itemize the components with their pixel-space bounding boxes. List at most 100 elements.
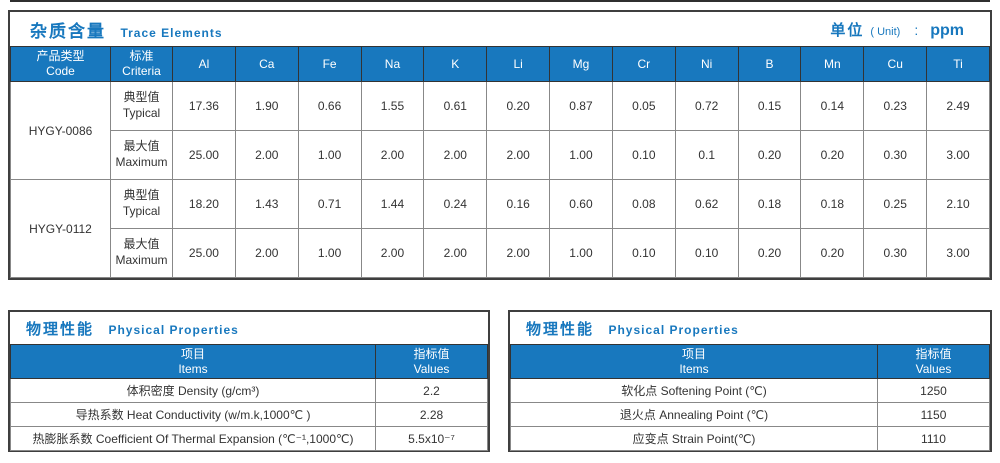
criteria-cell: 最大值 Maximum xyxy=(110,130,173,180)
unit-en: ( Unit) xyxy=(870,25,901,38)
physical-item-cell: 热膨胀系数 Coefficient Of Thermal Expansion (… xyxy=(10,426,376,451)
physical-panel-left: 物理性能 Physical Properties 项目 Items 指标值 Va… xyxy=(8,310,490,452)
trace-value-cell: 0.20 xyxy=(486,81,551,131)
physical-left-title: 物理性能 Physical Properties xyxy=(26,318,239,339)
items-col-en: Items xyxy=(679,361,709,376)
trace-value-cell: 0.16 xyxy=(486,179,551,229)
trace-title: 杂质含量 Trace Elements xyxy=(30,17,223,42)
items-col-header: 项目 Items xyxy=(510,344,878,379)
trace-value-cell: 0.14 xyxy=(800,81,865,131)
items-col-zh: 项目 xyxy=(180,346,205,361)
physical-right-title-en: Physical Properties xyxy=(608,322,739,337)
trace-value-cell: 0.66 xyxy=(297,81,362,131)
criteria-type-en: Typical xyxy=(122,106,161,120)
trace-row: 最大值 Maximum 25.00 2.00 1.00 2.00 2.00 2.00 1.00 0… xyxy=(11,228,990,278)
physical-right-title-bar: 物理性能 Physical Properties xyxy=(510,312,990,344)
physical-value-cell: 2.28 xyxy=(375,402,488,427)
physical-value-cell: 5.5x10⁻⁷ xyxy=(375,426,488,451)
trace-value-cell: 0.23 xyxy=(863,81,928,131)
trace-elements-panel: 杂质含量 Trace Elements 单位 ( Unit) : ppm 产品类… xyxy=(8,10,992,280)
trace-value-cell: 0.20 xyxy=(737,130,802,180)
unit-zh: 单位 xyxy=(830,21,865,39)
physical-row: 导热系数 Heat Conductivity (w/m.k,1000℃ ) 2.2… xyxy=(10,402,488,427)
trace-value-cell: 2.00 xyxy=(360,228,425,278)
physical-value-cell: 1110 xyxy=(877,426,990,451)
physical-row: 热膨胀系数 Coefficient Of Thermal Expansion (… xyxy=(10,426,488,451)
trace-title-zh: 杂质含量 xyxy=(30,21,106,41)
physical-item-cell: 退火点 Annealing Point (℃) xyxy=(510,402,878,427)
trace-value-cell: 0.62 xyxy=(674,179,739,229)
trace-body: HYGY-0086 典型值 Typical 17.36 1.90 0.66 1.55 0.61… xyxy=(10,81,990,278)
trace-value-cell: 0.61 xyxy=(423,81,488,131)
trace-value-cell: 1.43 xyxy=(234,179,299,229)
physical-left-header-row: 项目 Items 指标值 Values xyxy=(10,344,488,379)
values-col-en: Values xyxy=(915,361,952,376)
trace-value-cell: 0.24 xyxy=(423,179,488,229)
unit-label: 单位 ( Unit) : ppm xyxy=(830,19,964,40)
product-code-cell: HYGY-0112 xyxy=(10,179,111,278)
element-col-header: K xyxy=(423,46,488,82)
trace-value-cell: 0.87 xyxy=(549,81,613,131)
trace-value-cell: 0.10 xyxy=(674,228,739,278)
physical-value-cell: 1250 xyxy=(877,378,990,403)
trace-value-cell: 0.08 xyxy=(611,179,676,229)
unit-colon: : xyxy=(914,21,919,38)
trace-title-en: Trace Elements xyxy=(120,25,223,40)
physical-value-cell: 1150 xyxy=(877,402,990,427)
trace-value-cell: 0.20 xyxy=(800,228,865,278)
trace-value-cell: 0.71 xyxy=(297,179,362,229)
element-col-header: Fe xyxy=(297,46,362,82)
values-col-header: 指标值 Values xyxy=(375,344,488,379)
trace-value-cell: 0.30 xyxy=(863,130,928,180)
trace-value-cell: 0.18 xyxy=(800,179,865,229)
trace-value-cell: 0.10 xyxy=(611,130,676,180)
criteria-type-en: Maximum xyxy=(115,155,168,169)
element-col-header: Al xyxy=(172,46,236,82)
product-code-cell: HYGY-0086 xyxy=(10,81,111,180)
element-col-header: Li xyxy=(486,46,551,82)
element-col-header: Cu xyxy=(863,46,928,82)
product-col-zh: 产品类型 xyxy=(36,49,85,63)
physical-row: 退火点 Annealing Point (℃) 1150 xyxy=(510,402,990,427)
trace-value-cell: 0.25 xyxy=(863,179,928,229)
trace-row: HYGY-0112 典型值 Typical 18.20 1.43 0.71 1.44 0.24… xyxy=(10,179,990,278)
physical-right-table: 项目 Items 指标值 Values 软化点 Softening Point … xyxy=(510,344,990,451)
trace-value-cell: 2.00 xyxy=(234,130,299,180)
trace-title-bar: 杂质含量 Trace Elements 单位 ( Unit) : ppm xyxy=(10,12,990,46)
values-col-header: 指标值 Values xyxy=(877,344,990,379)
values-col-zh: 指标值 xyxy=(413,346,450,361)
physical-right-body: 软化点 Softening Point (℃) 1250 退火点 Annealing… xyxy=(510,378,990,451)
element-col-header: Na xyxy=(360,46,425,82)
element-col-header: Mg xyxy=(549,46,613,82)
trace-row: 最大值 Maximum 25.00 2.00 1.00 2.00 2.00 2.00 1.00 0… xyxy=(11,130,990,180)
product-col-header: 产品类型 Code xyxy=(10,46,111,82)
element-col-header: B xyxy=(737,46,802,82)
trace-value-cell: 0.30 xyxy=(863,228,928,278)
trace-value-cell: 1.90 xyxy=(234,81,299,131)
physical-row: 软化点 Softening Point (℃) 1250 xyxy=(510,378,990,403)
physical-row: 应变点 Strain Point(℃) 1110 xyxy=(510,426,990,451)
trace-value-cell: 0.20 xyxy=(800,130,865,180)
trace-value-cell: 0.10 xyxy=(611,228,676,278)
trace-value-cell: 2.00 xyxy=(486,130,551,180)
physical-left-title-bar: 物理性能 Physical Properties xyxy=(10,312,488,344)
trace-row: HYGY-0086 典型值 Typical 17.36 1.90 0.66 1.55 0.61… xyxy=(10,81,990,180)
top-divider-line xyxy=(10,0,990,2)
trace-value-cell: 1.55 xyxy=(360,81,425,131)
physical-item-cell: 软化点 Softening Point (℃) xyxy=(510,378,878,403)
trace-value-cell: 3.00 xyxy=(926,228,990,278)
trace-table: 产品类型 Code 标准 Criteria Al Ca Fe Na K Li Mg Cr Ni B… xyxy=(10,46,990,278)
trace-value-cell: 2.00 xyxy=(486,228,551,278)
trace-value-cell: 2.00 xyxy=(423,228,488,278)
criteria-cell: 典型值 Typical xyxy=(110,81,173,131)
physical-item-cell: 应变点 Strain Point(℃) xyxy=(510,426,878,451)
element-col-header: Mn xyxy=(800,46,865,82)
trace-value-cell: 2.49 xyxy=(926,81,990,131)
trace-value-cell: 0.15 xyxy=(737,81,802,131)
criteria-type-zh: 最大值 xyxy=(123,139,160,154)
physical-left-table: 项目 Items 指标值 Values 体积密度 Density (g/cm³)… xyxy=(10,344,488,451)
trace-value-cell: 1.00 xyxy=(297,228,362,278)
criteria-type-zh: 典型值 xyxy=(123,90,160,105)
trace-value-cell: 0.60 xyxy=(549,179,613,229)
values-col-zh: 指标值 xyxy=(915,346,952,361)
